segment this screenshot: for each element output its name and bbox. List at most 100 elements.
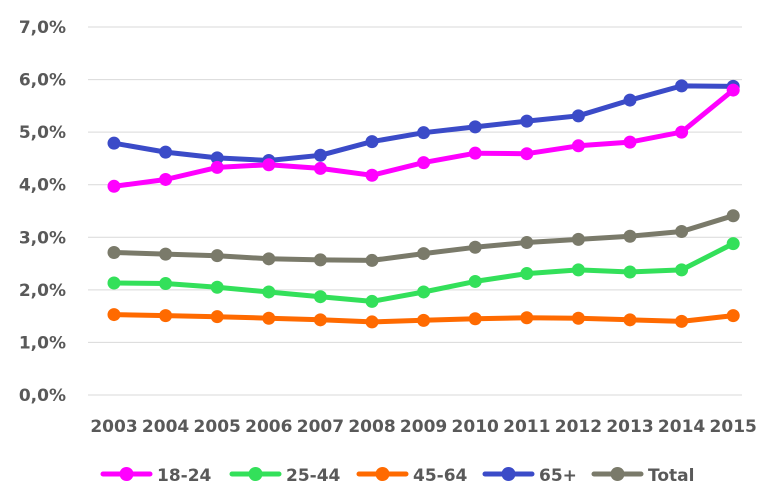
legend-label: 18-24 <box>157 466 212 486</box>
series-25-44 <box>107 237 740 308</box>
data-point <box>313 253 327 267</box>
x-tick-label: 2015 <box>710 417 757 437</box>
data-point <box>675 225 689 239</box>
x-tick-label: 2010 <box>452 417 499 437</box>
data-point <box>623 265 637 279</box>
legend-label: 45-64 <box>413 466 468 486</box>
x-tick-label: 2012 <box>555 417 602 437</box>
data-point <box>675 79 689 93</box>
y-tick-label: 1,0% <box>19 333 66 353</box>
data-point <box>520 267 534 281</box>
y-tick-label: 7,0% <box>19 18 66 38</box>
data-point <box>107 136 121 150</box>
legend-marker <box>501 467 516 481</box>
data-point <box>571 263 585 277</box>
series-lines <box>107 79 740 329</box>
data-point <box>313 290 327 304</box>
data-point <box>313 148 327 162</box>
data-point <box>313 313 327 327</box>
data-point <box>468 274 482 288</box>
x-tick-label: 2011 <box>503 417 550 437</box>
data-point <box>468 120 482 134</box>
data-point <box>159 247 173 261</box>
x-tick-label: 2014 <box>658 417 705 437</box>
data-point <box>262 158 276 172</box>
data-point <box>107 276 121 290</box>
legend-item: 45-64 <box>356 466 468 486</box>
legend-marker <box>610 467 625 481</box>
data-point <box>726 237 740 251</box>
data-point <box>571 232 585 246</box>
legend-marker <box>248 467 263 481</box>
x-tick-label: 2013 <box>606 417 653 437</box>
data-point <box>571 311 585 325</box>
data-point <box>365 135 379 149</box>
series-65- <box>107 79 740 168</box>
grid-lines <box>88 26 742 396</box>
data-point <box>107 246 121 260</box>
legend-label: 25-44 <box>286 466 341 486</box>
data-point <box>726 83 740 97</box>
x-tick-label: 2005 <box>194 417 241 437</box>
x-tick-label: 2009 <box>400 417 447 437</box>
legend-label: Total <box>648 466 694 486</box>
y-tick-label: 3,0% <box>19 228 66 248</box>
data-point <box>675 125 689 139</box>
data-point <box>210 310 224 324</box>
data-point <box>210 160 224 174</box>
series-line <box>111 83 736 163</box>
data-point <box>417 126 431 140</box>
legend-item: 18-24 <box>100 466 212 486</box>
y-axis-tick-labels: 0,0% 1,0% 2,0% 3,0% 4,0% 5,0% 6,0% 7,0% <box>19 18 66 406</box>
data-point <box>726 309 740 323</box>
data-point <box>623 313 637 327</box>
legend-item: 65+ <box>482 466 577 486</box>
legend-marker <box>119 467 134 481</box>
x-tick-label: 2003 <box>90 417 137 437</box>
data-point <box>365 294 379 308</box>
data-point <box>468 146 482 160</box>
data-point <box>417 313 431 327</box>
legend: 18-24 25-44 45-64 65+ Total <box>100 466 694 486</box>
data-point <box>107 308 121 322</box>
x-tick-label: 2006 <box>245 417 292 437</box>
y-tick-label: 6,0% <box>19 71 66 91</box>
data-point <box>210 249 224 263</box>
data-point <box>623 135 637 149</box>
y-tick-label: 5,0% <box>19 123 66 143</box>
data-point <box>675 314 689 328</box>
legend-item: Total <box>591 466 694 486</box>
data-point <box>417 156 431 170</box>
data-point <box>262 285 276 299</box>
data-point <box>468 312 482 326</box>
y-tick-label: 4,0% <box>19 176 66 196</box>
series-18-24 <box>107 83 740 193</box>
data-point <box>571 109 585 123</box>
data-point <box>520 236 534 250</box>
data-point <box>210 280 224 294</box>
data-point <box>262 252 276 266</box>
data-point <box>417 285 431 299</box>
data-point <box>159 309 173 323</box>
data-point <box>210 151 224 165</box>
x-axis-tick-labels: 2003 2004 2005 2006 2007 2008 2009 2010 2011 2012… <box>90 417 757 437</box>
data-point <box>159 277 173 291</box>
y-tick-label: 0,0% <box>19 386 66 406</box>
data-point <box>520 147 534 161</box>
series-total <box>107 209 740 267</box>
x-tick-label: 2007 <box>297 417 344 437</box>
data-point <box>571 139 585 153</box>
legend-label: 65+ <box>539 466 577 486</box>
legend-item: 25-44 <box>229 466 341 486</box>
data-point <box>726 209 740 223</box>
data-point <box>313 161 327 175</box>
legend-marker <box>375 467 390 481</box>
data-point <box>520 114 534 128</box>
data-point <box>417 247 431 261</box>
data-point <box>675 263 689 277</box>
x-tick-label: 2004 <box>142 417 189 437</box>
y-tick-label: 2,0% <box>19 281 66 301</box>
data-point <box>159 145 173 159</box>
data-point <box>365 168 379 182</box>
